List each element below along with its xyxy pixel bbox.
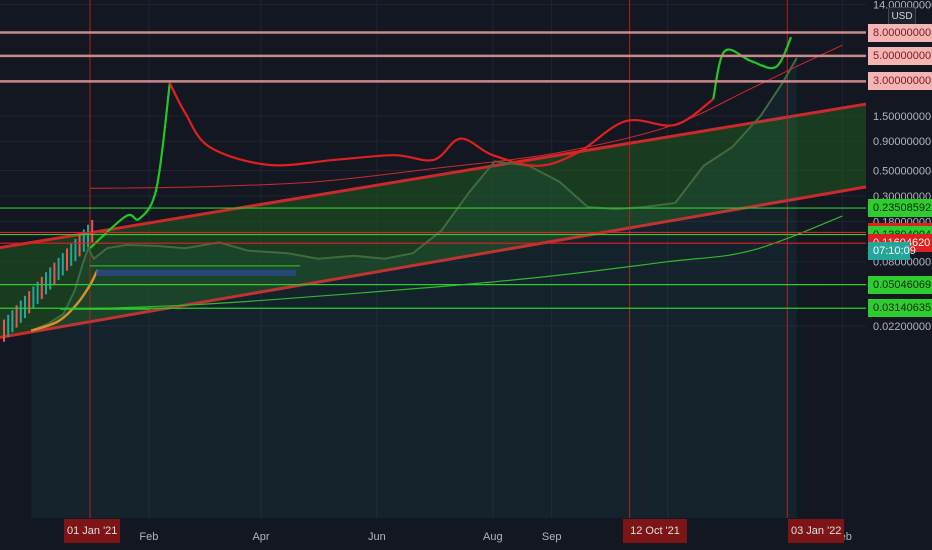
projection-rally-1	[89, 82, 171, 249]
price-tick-label: 0.50000000	[873, 165, 931, 177]
price-tick-label: 0.90000000	[873, 136, 931, 148]
projection-rally-2	[712, 36, 793, 100]
date-tick-label: Sep	[542, 531, 562, 543]
candles	[3, 219, 94, 342]
horizontal-levels	[0, 31, 866, 309]
price-level-label[interactable]: 0.05046069	[868, 275, 932, 294]
current-price-countdown: 07:10:09	[868, 241, 916, 260]
projection-correction	[168, 82, 714, 167]
date-marker-label[interactable]: 01 Jan '21	[64, 519, 121, 543]
price-band	[96, 269, 296, 276]
date-marker-label[interactable]: 12 Oct '21	[623, 519, 687, 543]
price-area	[31, 57, 797, 519]
price-series-line[interactable]	[30, 57, 798, 332]
channel-upper-trendline[interactable]	[0, 102, 867, 250]
date-tick-label: Apr	[252, 531, 269, 543]
price-tick-label: 14.00000000	[873, 0, 932, 12]
price-level-label[interactable]: 0.23508592	[868, 199, 932, 218]
price-level-label[interactable]: 5.00000000	[868, 46, 932, 65]
date-tick-label: Feb	[139, 531, 158, 543]
channel-lower-trendline[interactable]	[0, 185, 867, 339]
price-level-label[interactable]: 0.03140635	[868, 299, 932, 318]
moving-average-long	[89, 215, 843, 310]
price-tick-label: 0.02200000	[873, 321, 931, 333]
price-tick-label: 1.50000000	[873, 111, 931, 123]
price-level-label[interactable]: 8.00000000	[868, 23, 932, 42]
price-level-label[interactable]: 3.00000000	[868, 72, 932, 91]
moving-average-short	[30, 269, 99, 332]
channel-fill	[0, 104, 866, 338]
date-marker-label[interactable]: 03 Jan '22	[788, 519, 845, 543]
price-axis-pane	[866, 0, 932, 550]
date-tick-label: Jun	[368, 531, 386, 543]
date-tick-label: Aug	[483, 531, 503, 543]
moving-average-mid	[89, 44, 843, 189]
